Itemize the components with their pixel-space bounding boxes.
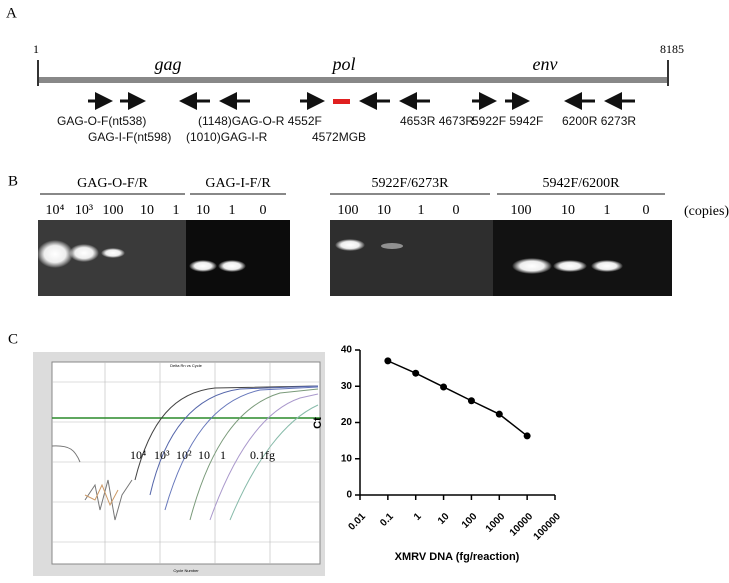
- lane-label: 1: [229, 203, 236, 218]
- lane-label: 10: [196, 203, 210, 218]
- data-line: [387, 360, 528, 437]
- x-axis-label: XMRV DNA (fg/reaction): [395, 551, 520, 563]
- data-point: [467, 397, 475, 405]
- x-tick-label: 10: [436, 511, 452, 527]
- amp-xlabel: Cycle Number: [173, 568, 199, 573]
- gel-title: GAG-I-F/R: [205, 176, 271, 191]
- ct-chart: Ct XMRV DNA (fg/reaction) 0 10 20 30 40 0.01 0…: [312, 345, 563, 563]
- gel-unit: (copies): [684, 204, 729, 219]
- primer-label: 4653R 4673R: [400, 114, 474, 128]
- panel-label: A: [6, 5, 17, 21]
- x-tick-label: 0.1: [378, 511, 396, 529]
- x-tick-label: 100: [460, 511, 480, 531]
- amp-curve-label: 0.1fg: [250, 448, 275, 462]
- amp-curve-label: 10⁴: [130, 448, 146, 462]
- panel-label: B: [8, 173, 18, 189]
- gene-label: pol: [330, 54, 355, 74]
- lane-label: 10³: [75, 203, 93, 218]
- primer-label: GAG-O-F(nt538): [57, 114, 146, 128]
- primer-label: 5922F 5942F: [472, 114, 543, 128]
- gel-title: 5922F/6273R: [371, 176, 449, 191]
- lane-label: 100: [103, 203, 124, 218]
- amp-curve-label: 10²: [176, 448, 192, 462]
- gel-title: GAG-O-F/R: [77, 176, 148, 191]
- amplification-plot: Delta Rn vs Cycle Cycle Number 10⁴ 10³ 1…: [33, 352, 325, 576]
- amp-curve-label: 10: [198, 448, 210, 462]
- y-axis-label: Ct: [312, 417, 324, 429]
- x-tick-label: 1: [412, 511, 424, 523]
- lane-label: 100: [338, 203, 359, 218]
- primer-label: (1148)GAG-O-R 4552F: [198, 114, 322, 128]
- lane-label: 0: [260, 203, 267, 218]
- panel-label: C: [8, 331, 18, 347]
- y-tick-label: 0: [346, 490, 352, 501]
- lane-label: 10: [377, 203, 391, 218]
- gel-bands: [37, 239, 623, 274]
- data-point: [523, 432, 531, 440]
- gel-title: 5942F/6200R: [542, 176, 620, 191]
- y-tick-label: 40: [341, 345, 353, 356]
- genome-end: 8185: [660, 42, 684, 56]
- gene-label: gag: [155, 54, 182, 74]
- lane-label: 100: [511, 203, 532, 218]
- lane-label: 0: [453, 203, 460, 218]
- x-tick-label: 1000: [484, 511, 508, 535]
- lane-label: 1: [173, 203, 180, 218]
- amp-title: Delta Rn vs Cycle: [170, 363, 203, 368]
- y-tick-label: 20: [341, 417, 353, 428]
- data-point: [412, 369, 420, 377]
- gel: [493, 220, 672, 296]
- amp-curve-label: 1: [220, 448, 226, 462]
- data-point: [440, 383, 448, 391]
- data-point: [384, 357, 392, 365]
- data-point: [495, 410, 503, 418]
- primer-label: GAG-I-F(nt598): [88, 130, 171, 144]
- lane-label: 1: [604, 203, 611, 218]
- lane-label: 10⁴: [46, 203, 65, 218]
- x-tick-label: 100000: [532, 511, 564, 543]
- primer-label: 6200R 6273R: [562, 114, 636, 128]
- y-tick-label: 30: [341, 381, 353, 392]
- y-tick-label: 10: [341, 453, 353, 464]
- lane-label: 10: [561, 203, 575, 218]
- primer-label: 4572MGB: [312, 130, 366, 144]
- lane-label: 10: [140, 203, 154, 218]
- lane-label: 1: [418, 203, 425, 218]
- gene-label: env: [533, 54, 558, 74]
- genome-start: 1: [33, 42, 39, 56]
- probe: [333, 99, 350, 104]
- x-tick-label: 0.01: [346, 511, 368, 533]
- gel: [330, 220, 493, 296]
- amp-curve-label: 10³: [154, 448, 170, 462]
- lane-label: 0: [643, 203, 650, 218]
- primer-label: (1010)GAG-I-R: [186, 130, 268, 144]
- gel: [186, 220, 290, 296]
